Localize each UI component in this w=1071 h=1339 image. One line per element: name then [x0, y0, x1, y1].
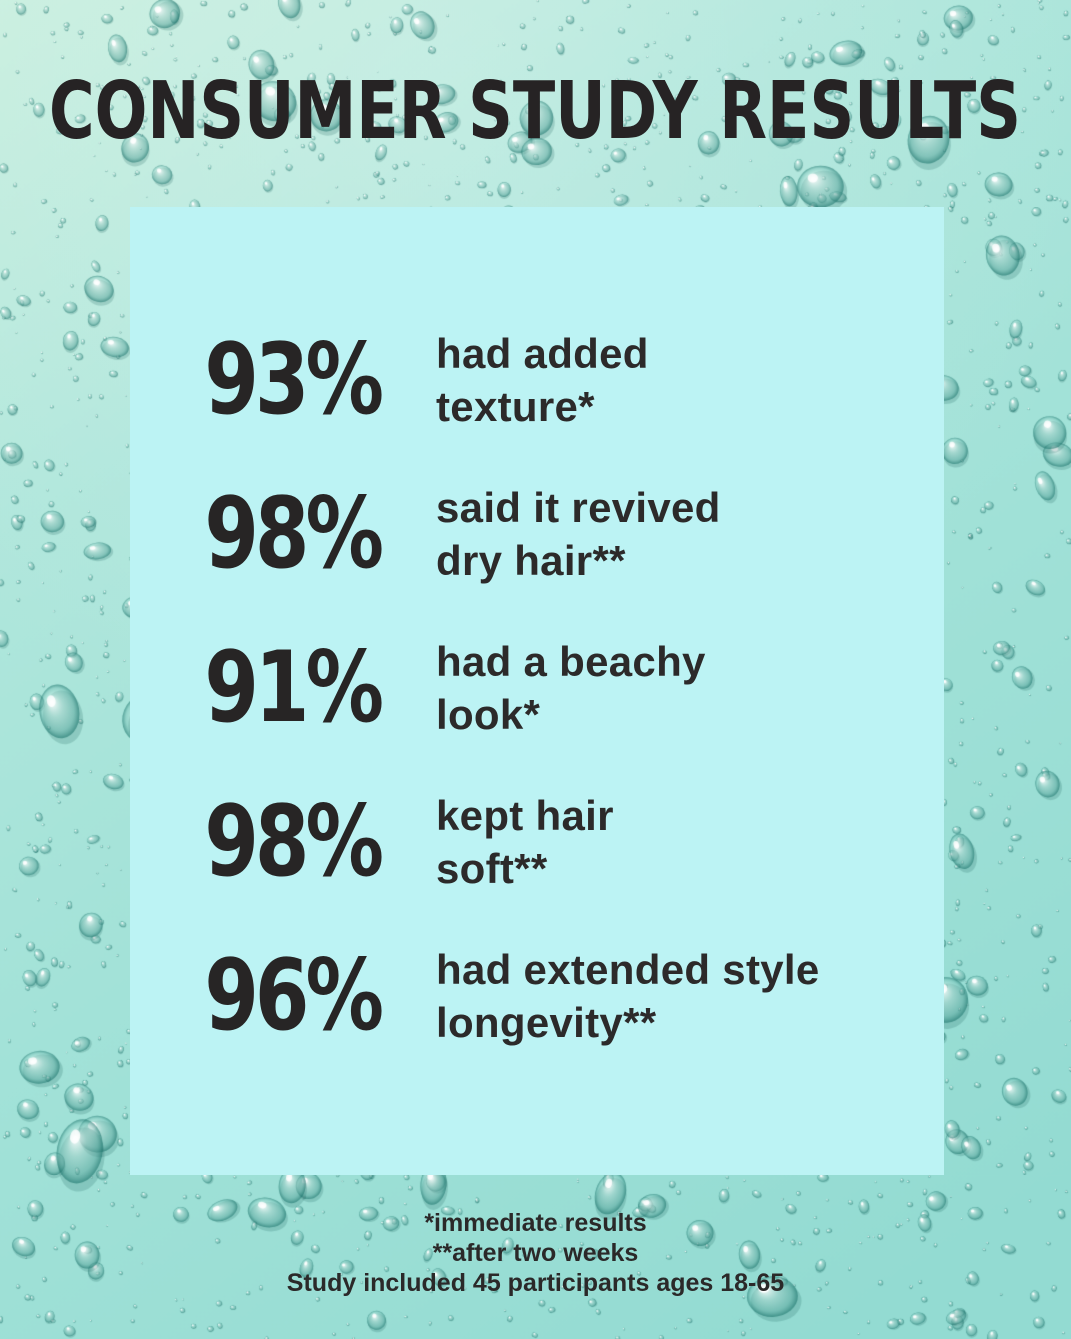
stat-value: 98% — [204, 477, 384, 591]
footnote-immediate-results: *immediate results — [424, 1209, 647, 1237]
stat-label-line: look* — [436, 691, 541, 738]
stat-label-line: longevity** — [436, 999, 657, 1046]
stat-row: 98% said it revived dry hair** — [130, 481, 944, 587]
stat-value: 96% — [204, 939, 384, 1053]
footnote-after-two-weeks: **after two weeks — [432, 1239, 639, 1267]
stat-label-line: dry hair** — [436, 537, 626, 584]
stat-label-line: had a beachy — [436, 638, 706, 685]
stat-row: 96% had extended style longevity** — [130, 943, 944, 1049]
footnote-study-participants: Study included 45 participants ages 18-6… — [286, 1269, 785, 1297]
stat-label: had a beachy look* — [436, 635, 706, 741]
stat-label-line: said it revived — [436, 484, 721, 531]
footnotes: *immediate results **after two weeks Stu… — [0, 1208, 1071, 1298]
stat-row: 93% had added texture* — [130, 327, 944, 433]
stat-label-line: texture* — [436, 383, 595, 430]
stat-label: said it revived dry hair** — [436, 481, 721, 587]
stats-panel: 93% had added texture* 98% said it reviv… — [130, 207, 944, 1175]
stat-row: 91% had a beachy look* — [130, 635, 944, 741]
stat-label: had extended style longevity** — [436, 943, 820, 1049]
stat-value: 98% — [204, 785, 384, 899]
page-title: CONSUMER STUDY RESULTS — [49, 65, 1021, 157]
stats-list: 93% had added texture* 98% said it reviv… — [130, 207, 944, 1049]
stat-row: 98% kept hair soft** — [130, 789, 944, 895]
stat-value: 93% — [204, 323, 384, 437]
title-area: CONSUMER STUDY RESULTS — [49, 65, 1021, 157]
stat-label-line: had extended style — [436, 946, 820, 993]
stat-label-line: had added — [436, 330, 649, 377]
stat-label-line: soft** — [436, 845, 548, 892]
stat-value: 91% — [204, 631, 384, 745]
stat-label: kept hair soft** — [436, 789, 614, 895]
stat-label: had added texture* — [436, 327, 649, 433]
stat-label-line: kept hair — [436, 792, 614, 839]
